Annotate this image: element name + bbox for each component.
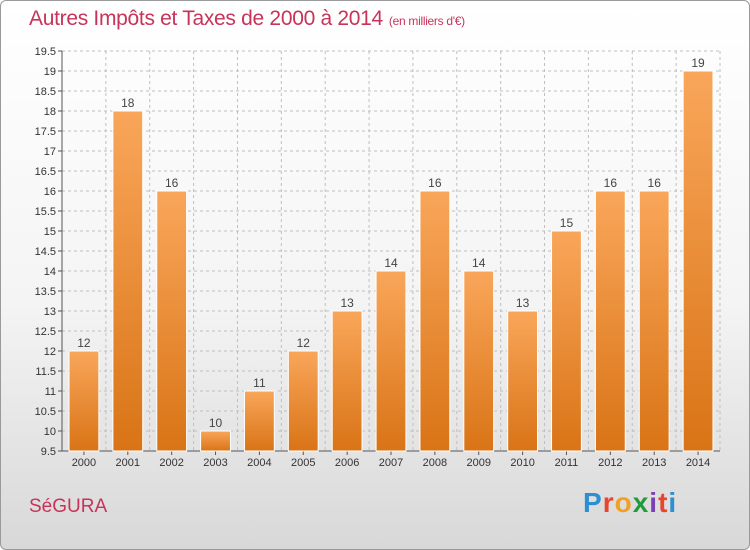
y-tick-label: 14 [44,266,56,278]
y-tick-label: 9.5 [41,446,56,458]
x-tick-label: 2014 [686,457,710,469]
data-label: 11 [253,376,266,390]
title-text: Autres Impôts et Taxes de 2000 à 2014 [29,7,383,30]
title-unit: (en milliers d'€) [388,14,465,28]
data-label: 16 [428,176,442,190]
x-tick-label: 2008 [423,457,447,469]
data-label: 16 [165,176,179,190]
x-tick-label: 2004 [247,457,271,469]
bar [200,430,231,452]
y-tick-label: 15.5 [35,206,56,218]
data-labels: 12 18 16 10 11 12 13 14 16 14 13 15 16 16 19 [77,56,705,430]
data-label: 14 [472,256,486,270]
bar [638,190,670,452]
bar [68,350,100,452]
bar [375,270,407,452]
y-tick-label: 12.5 [35,326,56,338]
data-label: 13 [340,296,354,310]
y-tick-label: 17.5 [35,126,56,138]
bar [594,190,626,452]
data-label: 16 [648,176,662,190]
y-tick-label: 19 [44,66,56,78]
bar [156,190,188,452]
bar [507,310,539,452]
bar [419,190,451,452]
y-tick-label: 14.5 [35,246,56,258]
y-tick-label: 19.5 [35,46,56,58]
data-label: 12 [77,336,91,350]
x-tick-label: 2000 [72,457,96,469]
commune-name: SéGURA [29,496,108,517]
data-label: 15 [560,216,574,230]
data-label: 19 [691,56,705,70]
x-tick-label: 2013 [642,457,666,469]
logo-letter: t [658,487,669,518]
y-tick-label: 13.5 [35,286,56,298]
y-tick-label: 13 [44,306,56,318]
data-label: 13 [516,296,530,310]
logo-letter: r [602,487,615,518]
logo-letter: x [632,487,650,518]
bar [551,230,582,452]
x-tick-label: 2012 [598,457,622,469]
logo-letter: i [668,487,678,518]
y-tick-label: 16.5 [35,166,56,178]
bar [243,390,275,452]
y-tick-label: 18 [44,106,56,118]
data-label: 16 [604,176,618,190]
x-tick-label: 2010 [510,457,534,469]
y-tick-label: 17 [44,146,56,158]
logo-letter: i [649,487,659,518]
y-tick-label: 10.5 [35,406,56,418]
y-tick-label: 11.5 [35,366,56,378]
logo-letter: o [614,487,633,518]
bars [68,70,714,452]
bar [682,70,714,452]
chart-title: Autres Impôts et Taxes de 2000 à 2014 (en… [29,7,465,31]
x-tick-label: 2005 [291,457,315,469]
proxiti-logo: Proxiti [583,487,677,519]
y-tick-label: 12 [44,346,56,358]
y-tick-label: 18.5 [35,86,56,98]
data-label: 12 [297,336,311,350]
x-tick-label: 2003 [203,457,227,469]
x-tick-label: 2009 [466,457,490,469]
y-tick-label: 11 [45,386,56,398]
x-tick-label: 2001 [116,457,140,469]
bar [331,310,363,452]
data-label: 14 [384,256,398,270]
bar [112,110,144,452]
data-label: 10 [209,416,223,430]
bar [287,350,319,452]
y-tick-label: 15 [44,226,56,238]
x-tick-label: 2011 [555,457,579,469]
x-tick-label: 2002 [159,457,183,469]
logo-letter: P [583,487,603,518]
y-tick-label: 16 [44,186,56,198]
x-tick-label: 2007 [379,457,403,469]
x-tick-label: 2006 [335,457,359,469]
bar [463,270,495,452]
y-tick-label: 10 [44,426,56,438]
data-label: 18 [121,96,135,110]
